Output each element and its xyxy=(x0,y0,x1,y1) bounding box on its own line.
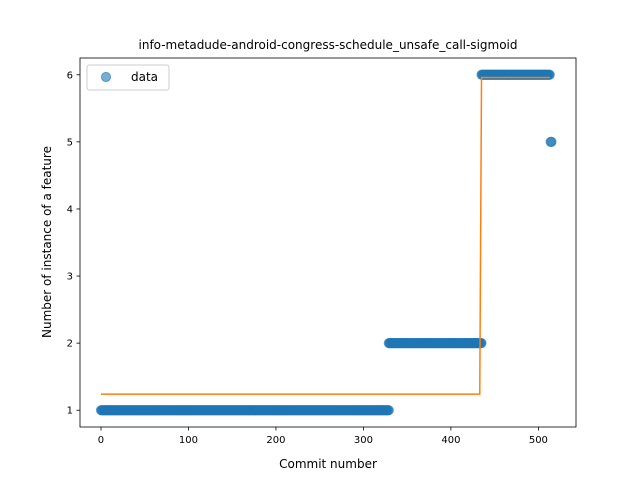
legend-label: data xyxy=(131,70,158,84)
x-tick-label: 300 xyxy=(354,435,373,446)
y-axis-label: Number of instance of a feature xyxy=(40,146,54,338)
x-tick-label: 500 xyxy=(529,435,548,446)
legend: data xyxy=(86,64,170,91)
x-tick-label: 100 xyxy=(179,435,198,446)
y-tick-label: 3 xyxy=(67,272,73,283)
legend-marker xyxy=(100,71,112,83)
legend-frame xyxy=(86,64,170,91)
y-tick-label: 1 xyxy=(67,406,73,417)
axes-frame xyxy=(79,57,577,428)
plot-area: 0 100 200 300 400 500 1 2 3 4 5 6 data xyxy=(67,57,577,446)
y-tick-label: 5 xyxy=(67,137,73,148)
y-tick-label: 6 xyxy=(67,70,73,81)
x-axis-label: Commit number xyxy=(279,457,377,471)
data-point xyxy=(546,136,557,147)
data-point xyxy=(383,405,394,416)
x-tick-label: 200 xyxy=(266,435,285,446)
fit-line xyxy=(100,76,550,395)
y-tick-label: 4 xyxy=(67,204,73,215)
data-point xyxy=(476,338,487,349)
x-tick-label: 400 xyxy=(441,435,460,446)
y-tick-label: 2 xyxy=(67,339,73,350)
chart-title: info-metadude-android-congress-schedule_… xyxy=(139,38,518,52)
x-tick-label: 0 xyxy=(98,435,104,446)
